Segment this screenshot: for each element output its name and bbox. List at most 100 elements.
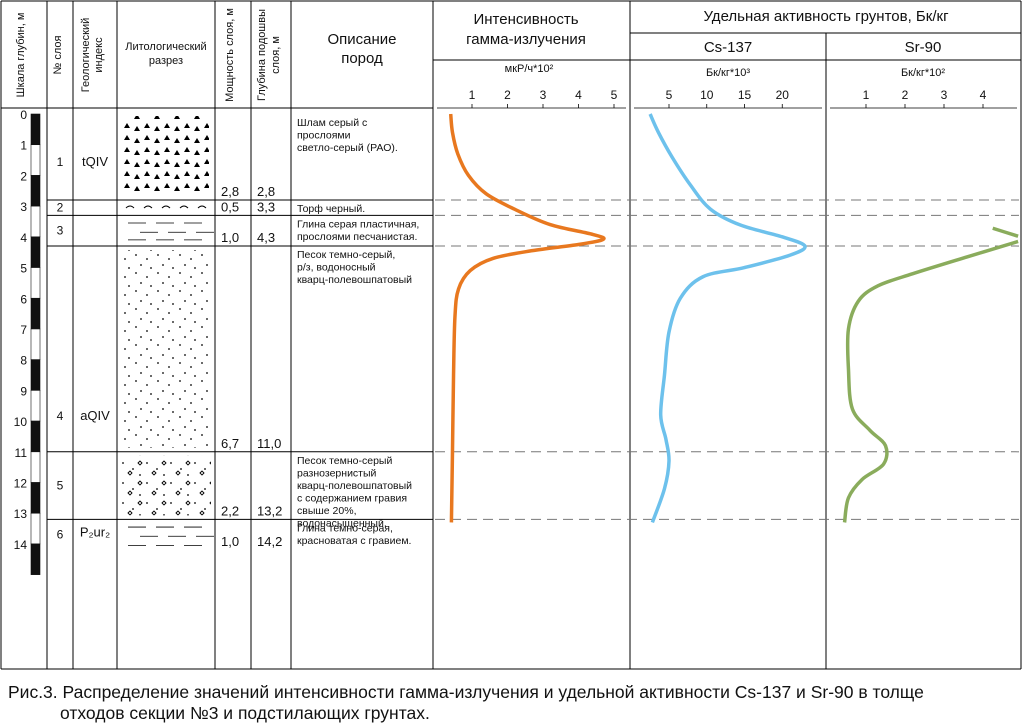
chart-x-tick-label: 5 xyxy=(666,88,673,102)
caption-line-1: Рис.3. Распределение значений интенсивно… xyxy=(8,682,924,702)
layer-geo-index: tQIV xyxy=(82,154,108,169)
depth-tick-label: 5 xyxy=(20,262,27,276)
depth-scale-segment xyxy=(30,420,41,453)
figure-caption: Рис.3. Распределение значений интенсивно… xyxy=(8,682,1020,724)
depth-scale-segment xyxy=(30,113,41,146)
layer-number: 3 xyxy=(57,224,64,238)
depth-scale-segment xyxy=(30,236,41,268)
depth-scale-segment xyxy=(30,451,41,483)
layer-description-line: светло-серый (РАО). xyxy=(297,142,398,154)
layer-description-line: кварц-полевошпатовый xyxy=(297,274,412,286)
depth-tick-label: 0 xyxy=(20,108,27,122)
layer-description-line: свыше 20%, xyxy=(297,505,357,517)
chart-x-tick-label: 1 xyxy=(863,88,870,102)
header-cs-unit: Бк/кг*10³ xyxy=(706,67,750,79)
chart-series-line xyxy=(842,239,1019,523)
header-gamma-unit: мкР/ч*10² xyxy=(505,63,554,75)
lithology-column xyxy=(121,116,214,546)
layer-base-depth: 3,3 xyxy=(257,199,275,214)
chart-series-line xyxy=(648,113,807,524)
depth-tick-label: 8 xyxy=(20,354,27,368)
header-geo-index-line2: индекс xyxy=(93,37,105,73)
layer-thickness: 2,2 xyxy=(221,503,239,518)
depth-tick-label: 10 xyxy=(14,415,28,429)
layer-geo-index: aQIV xyxy=(80,408,110,423)
header-description-line2: пород xyxy=(341,50,383,67)
layer-thickness: 2,8 xyxy=(221,184,239,199)
layer-description-line: с содержанием гравия xyxy=(297,492,407,504)
depth-tick-label: 12 xyxy=(14,477,28,491)
header-activity-title: Удельная активность грунтов, Бк/кг xyxy=(703,8,949,25)
litho-peat-mark xyxy=(197,205,207,209)
header-litho-line2: разрез xyxy=(149,55,183,67)
layer-number: 5 xyxy=(57,479,64,493)
litho-gravel-sand-layer xyxy=(121,455,211,516)
geological-section-figure: Шкала глубин, м № слоя Геологический индекс… xyxy=(0,0,1022,670)
header-thickness: Мощность слоя, м xyxy=(224,8,236,102)
litho-peat-mark xyxy=(179,205,189,209)
depth-scale-segment xyxy=(30,328,41,360)
depth-scale-segment xyxy=(30,512,41,545)
layer-description-line: красноватая с гравием. xyxy=(297,535,411,547)
litho-peat-mark xyxy=(143,205,153,209)
layer-description-line: водонасыщенный. xyxy=(297,517,387,529)
layer-base-depth: 11,0 xyxy=(257,436,281,451)
chart-panel: 1 2 3 4 5 xyxy=(437,88,626,523)
depth-scale-segment xyxy=(30,390,41,422)
chart-x-tick-label: 10 xyxy=(700,88,714,102)
chart-x-tick-label: 3 xyxy=(540,88,547,102)
layer-description-line: Шлам серый с xyxy=(297,117,367,129)
chart-x-tick-label: 2 xyxy=(504,88,511,102)
layer-thickness: 1,0 xyxy=(221,534,239,549)
depth-scale-segment xyxy=(30,543,41,575)
header-geo-index-line1: Геологический xyxy=(80,18,92,92)
layer-description-line: разнозернистый xyxy=(297,467,377,479)
layer-description-line: прослоями песчанистая. xyxy=(297,231,417,243)
chart-panel: 1 2 3 4 xyxy=(830,88,1019,523)
depth-tick-label: 7 xyxy=(20,323,27,337)
header-litho-line1: Литологический xyxy=(125,41,206,53)
depth-tick-label: 13 xyxy=(14,507,28,521)
layer-description-line: Глина темно-серая, xyxy=(297,522,393,534)
chart-series-line xyxy=(992,226,1019,238)
layer-thickness: 0,5 xyxy=(221,199,239,214)
depth-scale-segment xyxy=(30,297,41,330)
header-base-depth-line2: слоя, м xyxy=(270,36,282,74)
litho-sludge-layer xyxy=(121,116,209,194)
charts-area: 1 2 3 4 5 5 10 15 20 1 2 3 4 xyxy=(437,88,1019,524)
depth-tick-label: 9 xyxy=(20,384,27,398)
depth-scale-segment xyxy=(30,359,41,391)
header-cs-title: Cs-137 xyxy=(704,39,752,56)
table-header: Шкала глубин, м № слоя Геологический индекс… xyxy=(15,8,949,102)
layer-thickness: 6,7 xyxy=(221,436,239,451)
layer-number: 2 xyxy=(57,201,64,215)
header-description-line1: Описание xyxy=(327,31,396,48)
layer-boundary-lines xyxy=(435,199,1019,520)
header-layer-no: № слоя xyxy=(52,35,64,74)
chart-x-tick-label: 4 xyxy=(575,88,582,102)
layer-number: 6 xyxy=(57,528,64,542)
layer-description-line: Песок темно-серый xyxy=(297,455,392,467)
layer-description-line: прослоями xyxy=(297,130,351,142)
depth-scale-segment xyxy=(30,482,41,514)
layer-thickness: 1,0 xyxy=(221,230,239,245)
depth-scale-segment xyxy=(30,175,41,207)
header-depth-scale: Шкала глубин, м xyxy=(15,13,27,98)
caption-line-2: отходов секции №3 и подстилающих грунтах… xyxy=(60,703,430,723)
header-gamma-title-1: Интенсивность xyxy=(473,11,578,28)
chart-x-tick-label: 1 xyxy=(469,88,476,102)
chart-x-tick-label: 20 xyxy=(776,88,790,102)
litho-peat-mark xyxy=(161,205,171,209)
layer-number: 4 xyxy=(57,409,64,423)
chart-x-tick-label: 4 xyxy=(980,88,987,102)
layer-base-depth: 14,2 xyxy=(257,534,282,549)
litho-peat-mark xyxy=(125,205,135,209)
header-sr-title: Sr-90 xyxy=(905,39,942,56)
chart-x-tick-label: 2 xyxy=(902,88,909,102)
layer-geo-index: P₂ur₂ xyxy=(80,525,110,540)
layer-description-line: Торф черный. xyxy=(297,203,365,215)
chart-x-tick-label: 15 xyxy=(738,88,752,102)
layer-description-line: р/з, водоносный xyxy=(297,262,376,274)
layer-description-line: Глина серая пластичная, xyxy=(297,218,419,230)
